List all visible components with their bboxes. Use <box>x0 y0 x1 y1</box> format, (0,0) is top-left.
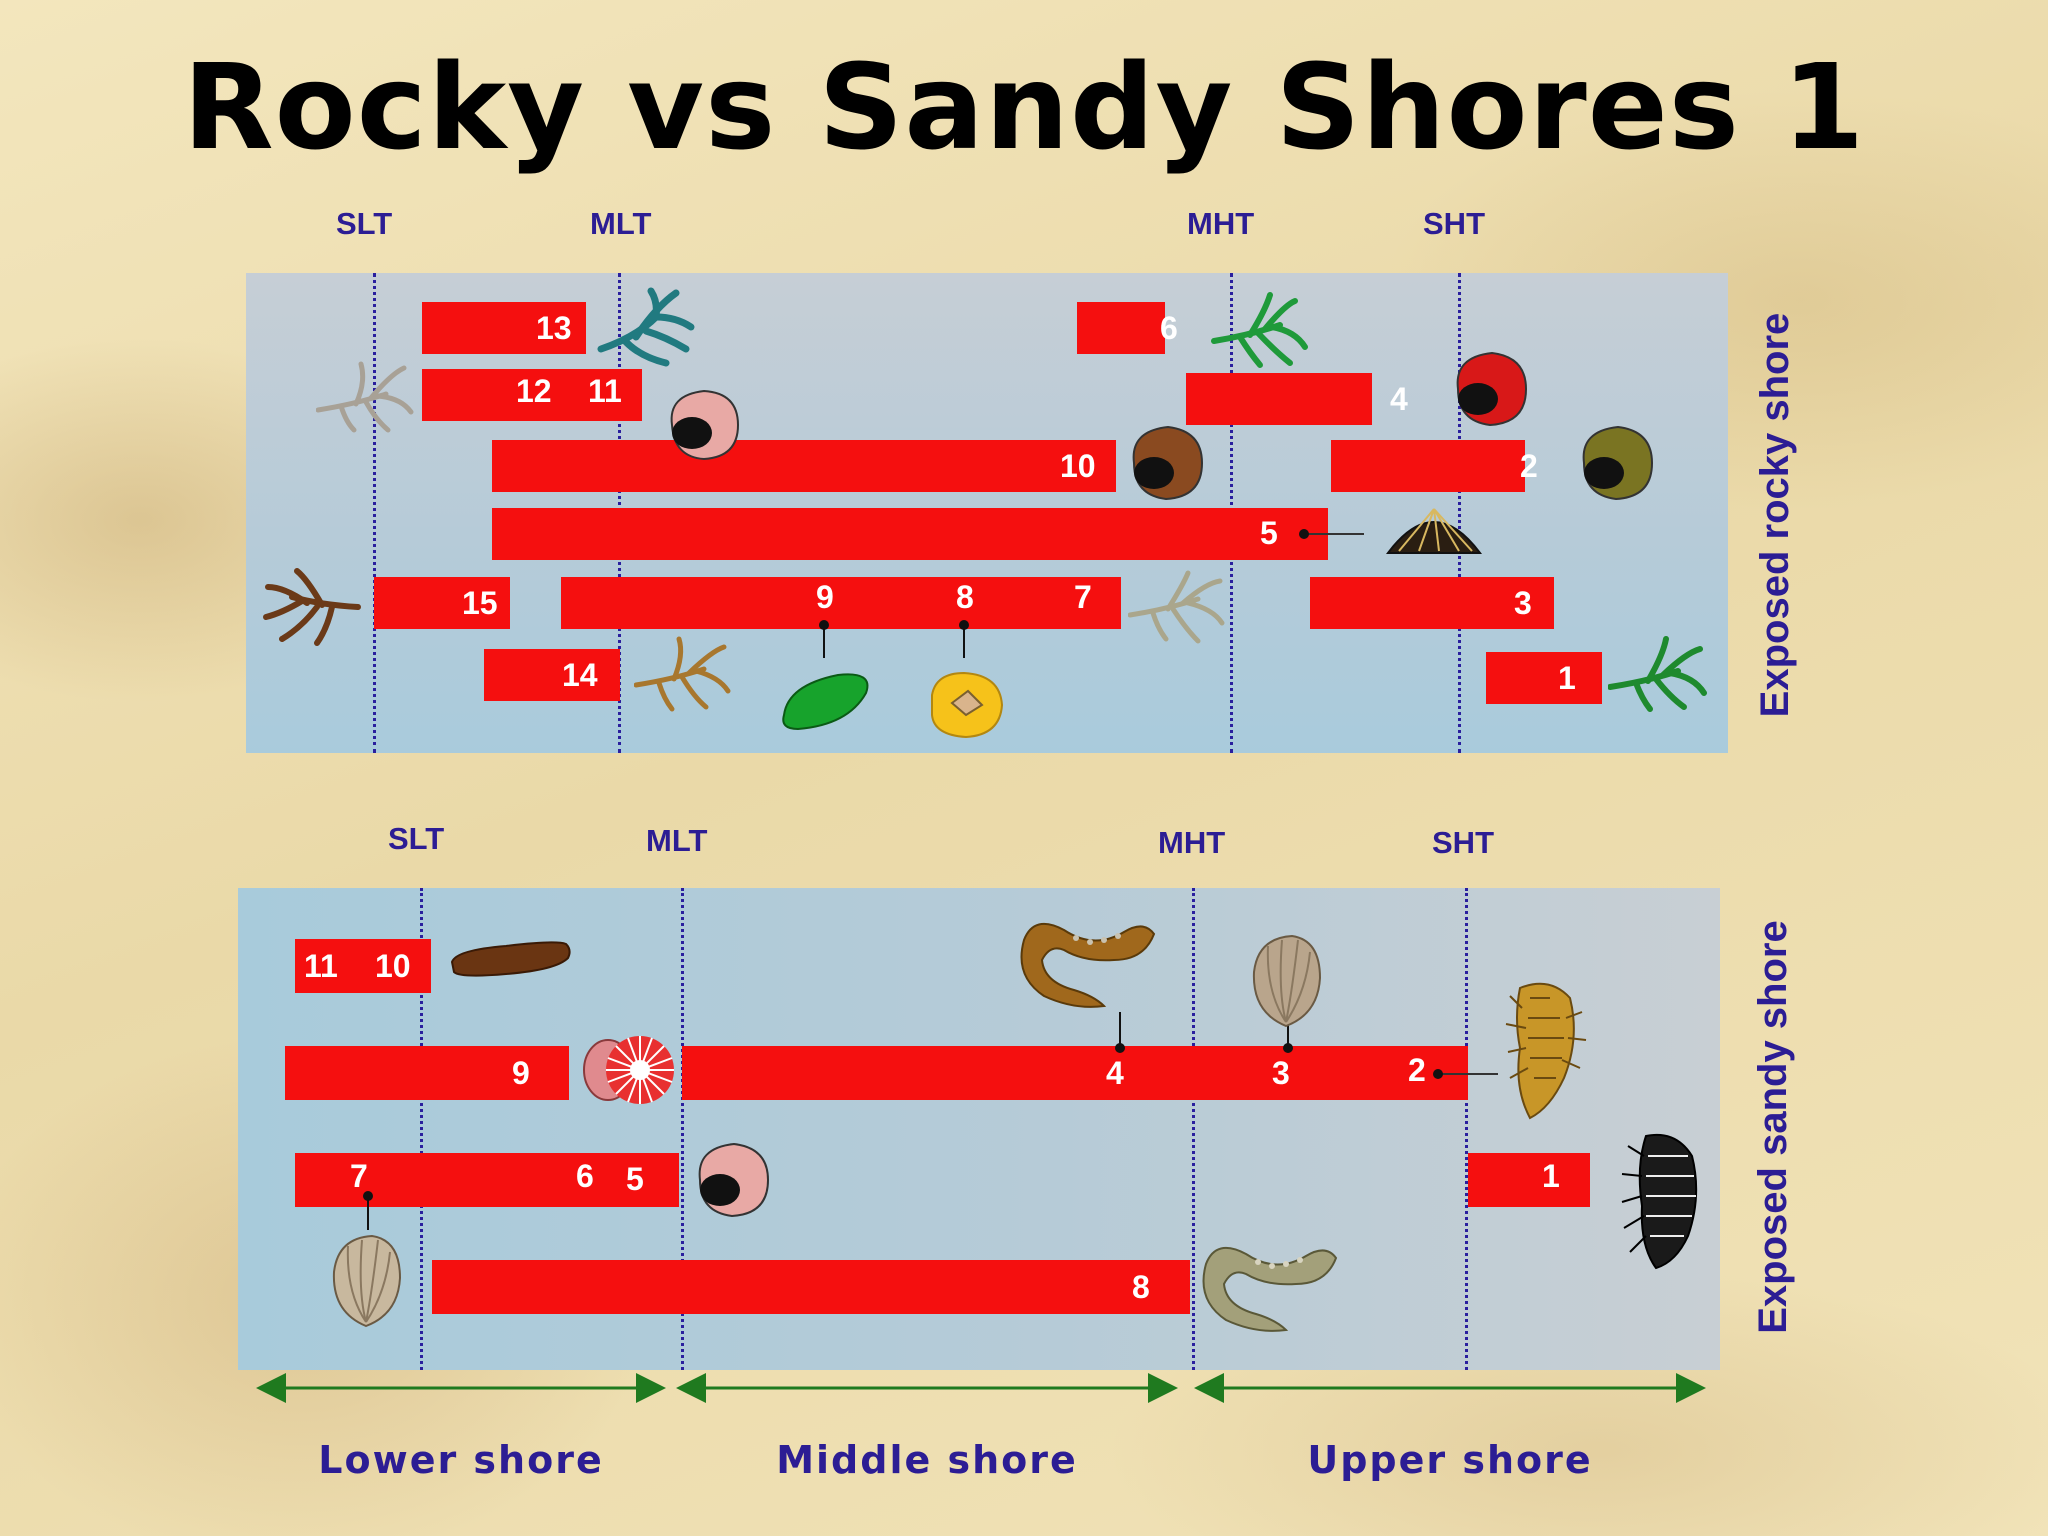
rocky-num-6: 6 <box>1160 310 1178 346</box>
rocky-bar-3 <box>1310 577 1554 629</box>
rocky-bar-10 <box>492 440 1116 492</box>
sandy-num-9: 9 <box>512 1055 530 1091</box>
urchin-icon-9 <box>583 1036 674 1104</box>
rocky-pointer-8 <box>959 620 969 658</box>
seaweed-icon-6 <box>1211 292 1308 368</box>
rocky-num-11: 11 <box>588 373 622 409</box>
barnacle-icon-8 <box>931 671 1004 739</box>
rocky-bar-13 <box>422 302 586 354</box>
cockle-icon-7 <box>332 1234 402 1328</box>
rocky-num-8: 8 <box>956 579 974 615</box>
sandy-num-3: 3 <box>1272 1055 1290 1091</box>
sandy-num-10: 10 <box>375 948 411 984</box>
lower-shore-label: Lower shore <box>318 1438 604 1482</box>
rocky-bar-5 <box>492 508 1328 560</box>
sandy-bar-4-3-2 <box>682 1046 1468 1100</box>
rocky-bar-6 <box>1077 302 1165 354</box>
middle-shore-label: Middle shore <box>776 1438 1078 1482</box>
sandy-shore-label: Exposed sandy shore <box>1751 920 1795 1334</box>
rocky-pointer-5 <box>1299 529 1364 539</box>
seaweed-icon-15 <box>263 568 361 646</box>
rocky-num-7: 7 <box>1074 579 1092 615</box>
upper-shore-label: Upper shore <box>1307 1438 1593 1482</box>
rocky-num-3: 3 <box>1514 585 1532 621</box>
sandy-num-5: 5 <box>626 1161 644 1197</box>
seaweed-icon-13 <box>597 287 695 367</box>
rocky-mlt-label: MLT <box>590 206 652 241</box>
rocky-slt-line <box>373 273 376 753</box>
sandy-shore-panel: 11 10 9 4 3 2 7 6 5 1 8 <box>238 888 1720 1370</box>
sandy-bar-11-10 <box>295 939 431 993</box>
sandy-num-6: 6 <box>576 1158 594 1194</box>
rocky-num-9: 9 <box>816 579 834 615</box>
sandy-num-8: 8 <box>1132 1269 1150 1305</box>
seaweed-icon-14 <box>634 636 731 712</box>
rocky-num-1: 1 <box>1558 660 1576 696</box>
rocky-pointers <box>819 529 1364 658</box>
rocky-num-15: 15 <box>462 585 498 621</box>
sandy-bar-8 <box>432 1260 1190 1314</box>
sandy-mht-line <box>1192 888 1195 1370</box>
rocky-bar-4 <box>1186 373 1372 425</box>
seaweed-icon-7 <box>1128 570 1225 644</box>
razor-shell-icon <box>450 941 571 977</box>
sandy-pointer-2 <box>1433 1069 1498 1079</box>
sandy-num-1: 1 <box>1542 1158 1560 1194</box>
limpet-icon-5 <box>1386 508 1482 554</box>
rocky-num-14: 14 <box>562 657 598 693</box>
rocky-bar-1 <box>1486 652 1602 704</box>
rocky-bar-2 <box>1331 440 1525 492</box>
lugworm-icon-4 <box>1020 922 1156 1008</box>
snail-icon-5 <box>698 1142 770 1218</box>
snail-icon-11 <box>670 389 740 461</box>
sandhopper-icon-2 <box>1505 982 1587 1120</box>
rocky-sht-line <box>1458 273 1461 753</box>
rocky-shore-label: Exposed rocky shore <box>1753 312 1797 718</box>
sandy-slt-label: SLT <box>388 821 445 856</box>
cockle-icon-3 <box>1252 934 1322 1028</box>
rocky-bar-9-8-7 <box>561 577 1121 629</box>
sandy-sht-line <box>1465 888 1468 1370</box>
sandy-bar-1 <box>1468 1153 1590 1207</box>
rocky-num-13: 13 <box>536 310 572 346</box>
rocky-bar-12-11 <box>422 369 642 421</box>
sandy-num-2: 2 <box>1408 1052 1426 1088</box>
snail-icon-10 <box>1132 425 1204 501</box>
rocky-sht-label: SHT <box>1423 206 1485 241</box>
mussel-icon-9 <box>782 673 869 731</box>
rocky-bar-15 <box>374 577 510 629</box>
sandy-num-4: 4 <box>1106 1055 1124 1091</box>
seaweed-icon-12 <box>316 361 414 433</box>
rocky-mht-label: MHT <box>1187 206 1255 241</box>
zone-arrows <box>256 1373 1706 1403</box>
snail-icon-2 <box>1582 425 1654 501</box>
sandy-bar-7-6-5 <box>295 1153 679 1207</box>
rocky-num-12: 12 <box>516 373 552 409</box>
rocky-num-4: 4 <box>1390 381 1408 417</box>
sandy-num-11: 11 <box>304 948 338 984</box>
sandy-slt-line <box>420 888 423 1370</box>
sandy-mlt-label: MLT <box>646 823 708 858</box>
sandy-mht-label: MHT <box>1158 825 1226 860</box>
snail-icon-4 <box>1456 351 1528 427</box>
rocky-pointer-9 <box>819 620 829 658</box>
sandy-pointer-7 <box>363 1191 373 1230</box>
rocky-slt-label: SLT <box>336 206 393 241</box>
rocky-bar-14 <box>484 649 620 701</box>
rocky-num-10: 10 <box>1060 448 1096 484</box>
sandy-pointers <box>363 1012 1498 1230</box>
lugworm-icon-8 <box>1202 1246 1338 1332</box>
page-title: Rocky vs Sandy Shores 1 <box>182 38 1866 176</box>
rocky-shore-panel: 13 6 12 11 4 10 2 5 15 9 8 7 3 14 1 <box>246 273 1728 753</box>
sandy-mlt-line <box>681 888 684 1370</box>
seaweed-icon-1 <box>1608 636 1707 712</box>
rocky-num-2: 2 <box>1520 448 1538 484</box>
rocky-num-5: 5 <box>1260 515 1278 551</box>
sandy-bar-9 <box>285 1046 569 1100</box>
isopod-icon-1 <box>1621 1134 1698 1270</box>
sandy-pointer-4 <box>1115 1012 1125 1053</box>
sandy-num-7: 7 <box>350 1158 368 1194</box>
sandy-sht-label: SHT <box>1432 825 1494 860</box>
